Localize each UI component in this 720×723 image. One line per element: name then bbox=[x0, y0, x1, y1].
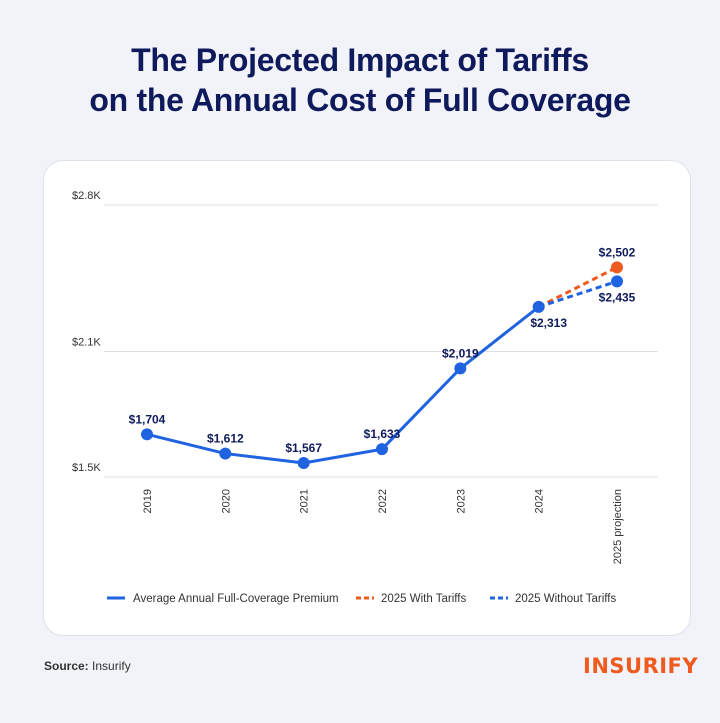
x-tick-label: 2024 bbox=[534, 489, 546, 513]
data-label: $2,313 bbox=[530, 316, 567, 330]
title-line-2: on the Annual Cost of Full Coverage bbox=[89, 82, 631, 118]
legend-label-2: 2025 Without Tariffs bbox=[515, 593, 616, 605]
series-line-1 bbox=[537, 266, 618, 309]
x-tick-label: 2025 projection bbox=[612, 489, 624, 564]
chart-card: $1.5K $2.1K $2.8K 2019 2020 2021 2022 2023 2024 2… bbox=[43, 160, 691, 636]
data-label: $1,704 bbox=[129, 412, 166, 426]
x-tick-label: 2019 bbox=[142, 489, 154, 513]
y-tick-label: $2.8K bbox=[72, 190, 101, 202]
data-point bbox=[376, 443, 388, 456]
x-tick-label: 2020 bbox=[220, 489, 232, 513]
x-tick-label: 2023 bbox=[455, 489, 467, 513]
data-label: $1,612 bbox=[207, 432, 244, 446]
data-point bbox=[141, 428, 153, 441]
data-point bbox=[611, 261, 623, 274]
series-line-0 bbox=[146, 305, 540, 465]
data-label: $1,567 bbox=[285, 441, 322, 455]
legend-label-1: 2025 With Tariffs bbox=[381, 593, 466, 605]
data-point bbox=[219, 447, 232, 460]
line-chart: $1.5K $2.1K $2.8K 2019 2020 2021 2022 2023 2024 2… bbox=[72, 190, 658, 605]
data-point bbox=[297, 456, 310, 469]
data-label: $1,633 bbox=[364, 427, 401, 441]
data-label: $2,502 bbox=[599, 245, 636, 259]
data-label: $2,435 bbox=[599, 290, 636, 304]
data-label: $2,019 bbox=[442, 346, 479, 360]
title-line-1: The Projected Impact of Tariffs bbox=[131, 42, 589, 78]
y-tick-label: $2.1K bbox=[72, 336, 101, 348]
source-label: Source: bbox=[44, 659, 89, 673]
source-value: Insurify bbox=[92, 659, 131, 673]
x-tick-label: 2022 bbox=[377, 489, 389, 513]
data-point bbox=[611, 275, 623, 288]
chart-title: The Projected Impact of Tariffs on the A… bbox=[0, 40, 720, 120]
data-point bbox=[454, 362, 467, 375]
data-point bbox=[532, 300, 545, 313]
source-note: Source: Insurify bbox=[44, 659, 131, 673]
x-tick-label: 2021 bbox=[299, 489, 311, 513]
series-line-2 bbox=[538, 279, 618, 309]
y-tick-label: $1.5K bbox=[72, 462, 101, 474]
legend-label-0: Average Annual Full-Coverage Premium bbox=[133, 593, 339, 605]
insurify-logo: INSURIFY bbox=[583, 654, 699, 678]
